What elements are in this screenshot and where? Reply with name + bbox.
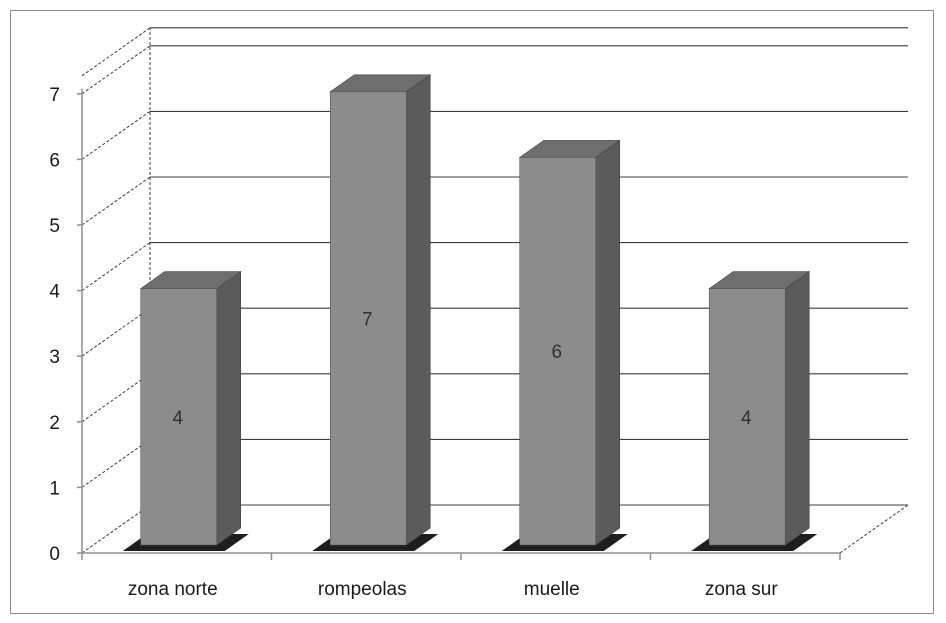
gridline-side — [81, 307, 151, 357]
y-tick-label: 2 — [49, 413, 60, 434]
gridline-side — [81, 242, 151, 292]
bar-side — [216, 271, 242, 546]
bar-side — [405, 74, 431, 546]
category-label: muelle — [524, 579, 580, 600]
bars — [122, 74, 818, 551]
y-tick-label: 4 — [49, 282, 60, 303]
bar-side — [784, 271, 810, 546]
category-label: zona sur — [705, 579, 779, 600]
bar-front — [329, 91, 407, 546]
data-label: 4 — [172, 408, 183, 429]
gridline-side — [81, 27, 151, 77]
bar — [501, 139, 628, 551]
y-tick-label: 1 — [49, 478, 60, 499]
gridline-side — [81, 176, 151, 226]
floor-edge — [839, 504, 909, 554]
bar — [691, 271, 818, 551]
y-tick-label: 7 — [49, 85, 60, 106]
data-label: 4 — [741, 408, 752, 429]
bar — [122, 271, 249, 551]
y-tick-label: 5 — [49, 216, 60, 237]
bar — [312, 74, 439, 551]
gridline-side — [81, 373, 151, 423]
gridline-side — [81, 438, 151, 488]
y-tick-label: 0 — [49, 544, 60, 565]
gridline-side — [81, 45, 151, 95]
gridline-side — [81, 110, 151, 160]
category-label: zona norte — [128, 579, 218, 600]
gridline-side — [81, 504, 151, 554]
bar-front — [140, 288, 218, 546]
bar-front — [519, 157, 597, 546]
category-label: rompeolas — [318, 579, 407, 600]
axes — [77, 88, 841, 560]
y-tick-label: 3 — [49, 347, 60, 368]
data-label: 6 — [551, 342, 562, 363]
bar-side — [595, 139, 621, 546]
y-tick-label: 6 — [49, 150, 60, 171]
data-label: 7 — [362, 309, 373, 330]
bar-front — [708, 288, 786, 546]
labels: 0 1 2 3 4 5 6 7 4 zona norte 7 rompeolas 6 muelle 4 zon… — [49, 85, 778, 600]
